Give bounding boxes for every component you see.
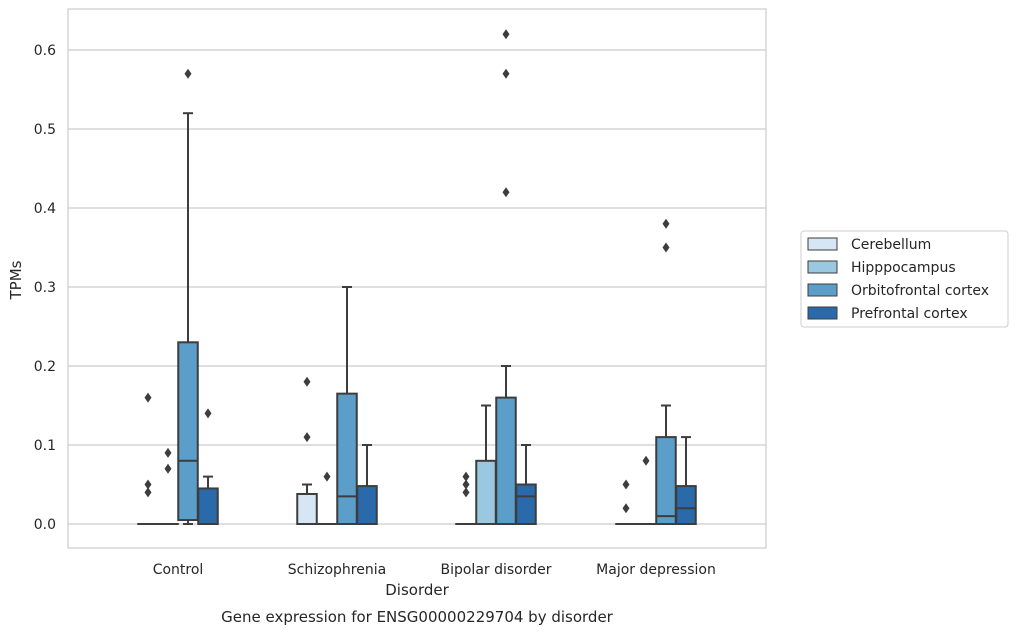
box-plot [137, 392, 159, 526]
y-tick-label: 0.1 [34, 438, 56, 454]
legend-swatch [807, 260, 838, 274]
outlier-point [164, 463, 172, 474]
legend-frame [800, 230, 1009, 328]
box-plot [495, 29, 517, 526]
y-axis-label: TPMs [7, 260, 25, 300]
legend-entry-label: Hipppocampus [851, 260, 956, 276]
plot-frame [67, 8, 767, 549]
chart-caption: Gene expression for ENSG00000229704 by d… [221, 608, 614, 626]
x-tick-label: Control [153, 562, 204, 578]
x-tick-label: Bipolar disorder [440, 562, 551, 578]
outlier-point [164, 447, 172, 458]
legend-swatch [807, 283, 838, 297]
box-plot [177, 68, 199, 525]
box-plot [336, 286, 358, 525]
outlier-point [144, 479, 152, 490]
box-plot [615, 479, 637, 526]
outlier-point [502, 68, 510, 79]
box [177, 341, 199, 522]
outlier-point [303, 432, 311, 443]
outlier-point [204, 408, 212, 419]
legend: Cerebellum Hipppocampus Orbitofrontal cort… [800, 230, 1009, 328]
box [197, 487, 219, 526]
box-plot [455, 471, 477, 526]
outlier-point [642, 455, 650, 466]
outlier-point [462, 479, 470, 490]
outlier-point [144, 392, 152, 403]
legend-entry-label: Orbitofrontal cortex [851, 283, 989, 299]
outlier-point [303, 376, 311, 387]
box-plot [316, 471, 338, 526]
box-plot [655, 218, 677, 526]
box-plot [197, 408, 219, 526]
outlier-point [622, 503, 630, 514]
box [655, 436, 677, 526]
box [336, 392, 358, 525]
box-plot [296, 376, 318, 526]
legend-swatch [807, 306, 838, 320]
y-tick-label: 0.0 [34, 517, 56, 533]
box [495, 396, 517, 526]
box-plot [475, 404, 497, 525]
outlier-point [184, 68, 192, 79]
legend-swatch [807, 237, 838, 251]
x-axis-label: Disorder [385, 581, 449, 599]
legend-entry-label: Prefrontal cortex [851, 306, 968, 322]
box-plot [675, 436, 697, 525]
outlier-point [662, 218, 670, 229]
box [475, 459, 497, 525]
x-tick-label: Schizophrenia [288, 562, 386, 578]
y-tick-label: 0.3 [34, 280, 56, 296]
box-plot [515, 444, 537, 525]
box [515, 483, 537, 525]
x-tick-labels: Control Schizophrenia Bipolar disorder Majo… [153, 562, 716, 578]
box-plot [635, 455, 657, 526]
box [356, 485, 378, 525]
y-tick-label: 0.4 [34, 201, 56, 217]
box-plots [137, 29, 697, 526]
outlier-point [144, 487, 152, 498]
box [675, 485, 697, 525]
y-tick-label: 0.2 [34, 359, 56, 375]
box-plot [157, 447, 179, 526]
outlier-point [502, 187, 510, 198]
outlier-point [622, 479, 630, 490]
outlier-point [502, 29, 510, 40]
y-tick-label: 0.5 [34, 122, 56, 138]
y-tick-labels: 0.0 0.1 0.2 0.3 0.4 0.5 0.6 [34, 43, 56, 533]
outlier-point [462, 487, 470, 498]
box-plot [356, 444, 378, 525]
legend-entry-label: Cerebellum [851, 237, 931, 253]
y-tick-label: 0.6 [34, 43, 56, 59]
outlier-point [462, 471, 470, 482]
outlier-point [323, 471, 331, 482]
x-tick-label: Major depression [596, 562, 716, 578]
outlier-point [662, 242, 670, 253]
box [296, 492, 318, 526]
